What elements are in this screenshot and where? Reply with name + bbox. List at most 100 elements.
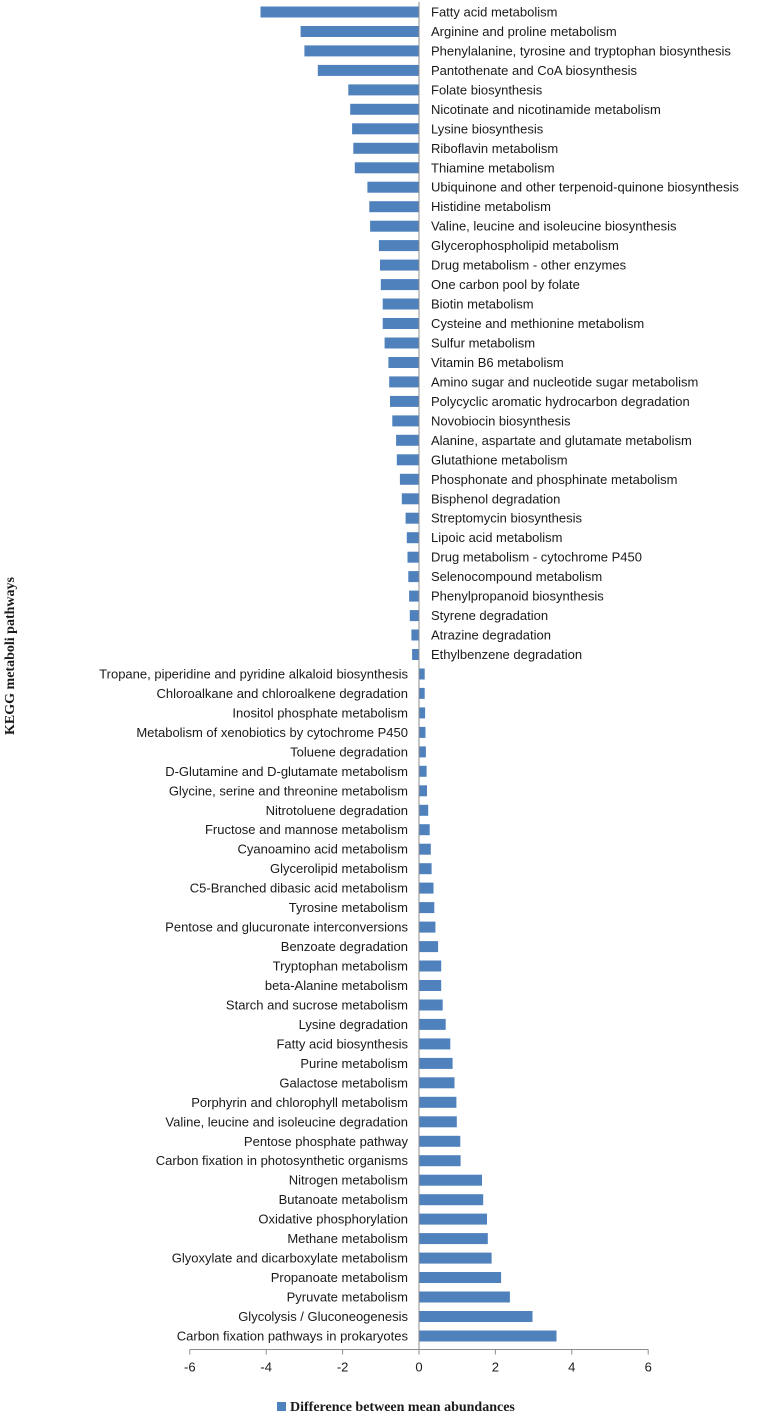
bar (419, 824, 430, 836)
category-label: Toluene degradation (290, 744, 408, 759)
bar (382, 318, 419, 329)
category-label: Phenylalanine, tyrosine and tryptophan b… (431, 43, 731, 58)
category-label: Lysine degradation (299, 1017, 408, 1032)
bar (260, 6, 419, 18)
category-label: Tryptophan metabolism (273, 959, 408, 974)
category-label: Porphyrin and chlorophyll metabolism (191, 1095, 408, 1110)
bar (378, 240, 419, 252)
category-label: Pentose and glucuronate interconversions (165, 920, 408, 935)
bar (353, 142, 419, 154)
bar (348, 84, 419, 96)
bar (380, 259, 419, 271)
bar (304, 45, 419, 57)
bar (407, 551, 419, 563)
x-tick-label: 6 (645, 1359, 652, 1374)
bar (419, 1038, 451, 1050)
bar (419, 999, 443, 1011)
category-label: Glycolysis / Gluconeogenesis (238, 1309, 408, 1324)
bar (419, 1213, 487, 1225)
bar (388, 357, 419, 368)
category-label: Purine metabolism (300, 1056, 408, 1071)
x-tick-label: 4 (568, 1359, 575, 1374)
bar (419, 1194, 484, 1206)
bar (384, 337, 419, 349)
category-label: Butanoate metabolism (279, 1192, 408, 1207)
category-label: beta-Alanine metabolism (265, 978, 408, 993)
bar (419, 1116, 457, 1128)
bar (409, 590, 419, 602)
bar (382, 298, 419, 310)
category-label: Bisphenol degradation (431, 491, 560, 506)
category-label: Benzoate degradation (281, 939, 408, 954)
category-label: C5-Branched dibasic acid metabolism (190, 881, 408, 896)
bar (390, 395, 419, 407)
x-tick-label: -4 (260, 1359, 272, 1374)
category-label: Tyrosine metabolism (289, 900, 408, 915)
category-label: Phenylpropanoid biosynthesis (431, 589, 604, 604)
category-label: Starch and sucrose metabolism (226, 998, 408, 1013)
category-label: Selenocompound metabolism (431, 569, 602, 584)
bar (389, 376, 419, 388)
category-label: Vitamin B6 metabolism (431, 355, 564, 370)
category-label: Atrazine degradation (431, 628, 551, 643)
category-label: Histidine metabolism (431, 199, 551, 214)
bar (419, 1174, 482, 1186)
bar (419, 1155, 461, 1167)
category-label: D-Glutamine and D-glutamate metabolism (165, 764, 408, 779)
bar (401, 493, 419, 505)
category-label: Pantothenate and CoA biosynthesis (431, 63, 637, 78)
category-label: Arginine and proline metabolism (431, 24, 617, 39)
legend-label: Difference between mean abundances (290, 1400, 515, 1415)
bar (405, 512, 419, 524)
category-label: Carbon fixation pathways in prokaryotes (177, 1329, 409, 1344)
category-label: Inositol phosphate metabolism (232, 705, 408, 720)
bar (419, 804, 429, 816)
category-labels-group: Fatty acid metabolism Arginine and prolin… (99, 5, 739, 1344)
bar (419, 980, 442, 991)
bar (396, 434, 419, 446)
category-label: Lipoic acid metabolism (431, 530, 563, 545)
category-label: Tropane, piperidine and pyridine alkaloi… (99, 667, 408, 682)
bar (419, 1291, 510, 1303)
category-label: One carbon pool by folate (431, 277, 580, 292)
x-tick-label: 0 (415, 1359, 422, 1374)
category-label: Pyruvate metabolism (287, 1290, 408, 1305)
category-label: Novobiocin biosynthesis (431, 413, 571, 428)
bar (419, 687, 425, 699)
bar (419, 765, 427, 777)
category-label: Propanoate metabolism (271, 1270, 408, 1285)
bar (419, 1272, 502, 1283)
x-tick-label: -6 (184, 1359, 196, 1374)
bar (419, 1135, 461, 1147)
category-label: Nicotinate and nicotinamide metabolism (431, 102, 661, 117)
bar (419, 941, 439, 953)
legend: Difference between mean abundances (277, 1400, 515, 1415)
category-label: Polycyclic aromatic hydrocarbon degradat… (431, 394, 690, 409)
bar (419, 1311, 533, 1322)
bar (380, 279, 419, 291)
bar (419, 863, 432, 875)
bar (419, 1057, 453, 1069)
bar (409, 610, 419, 622)
bar (411, 629, 419, 641)
bar (419, 960, 442, 972)
bar (412, 649, 419, 660)
category-label: Ubiquinone and other terpenoid-quinone b… (431, 180, 739, 195)
bar (419, 1018, 446, 1030)
bar (350, 103, 419, 115)
category-label: Oxidative phosphorylation (258, 1212, 408, 1227)
category-label: Valine, leucine and isoleucine biosynthe… (431, 219, 677, 234)
category-label: Valine, leucine and isoleucine degradati… (165, 1114, 408, 1129)
category-label: Glycerolipid metabolism (270, 861, 408, 876)
category-label: Streptomycin biosynthesis (431, 511, 583, 526)
bar (352, 123, 419, 135)
category-label: Cysteine and methionine metabolism (431, 316, 644, 331)
x-axis: -6 -4 -2 0 2 4 6 (184, 2, 652, 1374)
category-label: Lysine biosynthesis (431, 121, 544, 136)
category-label: Fatty acid biosynthesis (276, 1036, 408, 1051)
x-tick-label: -2 (337, 1359, 349, 1374)
category-label: Glutathione metabolism (431, 452, 568, 467)
category-label: Drug metabolism - cytochrome P450 (431, 550, 642, 565)
legend-swatch (277, 1402, 286, 1411)
category-label: Carbon fixation in photosynthetic organi… (156, 1153, 409, 1168)
